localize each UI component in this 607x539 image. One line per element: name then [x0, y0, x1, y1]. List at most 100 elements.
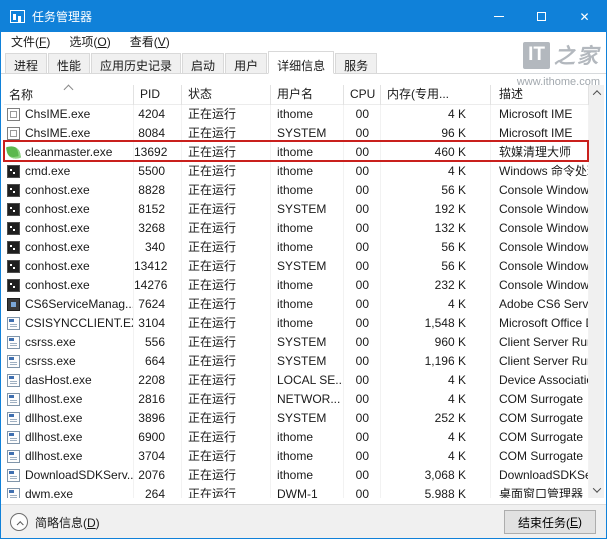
column-header-0[interactable]: 名称: [4, 85, 134, 105]
console-icon: [7, 279, 20, 292]
process-list: ChsIME.exe 4204 正在运行 ithome 00 4 K Micro…: [4, 105, 589, 498]
process-memory: 232 K: [381, 276, 491, 295]
ime-icon: [7, 127, 20, 140]
process-pid: 3704: [134, 447, 182, 466]
process-name: dwm.exe: [25, 487, 74, 498]
process-cpu: 00: [344, 143, 381, 162]
process-cpu: 00: [344, 200, 381, 219]
table-row[interactable]: cmd.exe 5500 正在运行 ithome 00 4 K Windows …: [4, 162, 589, 181]
tab-性能[interactable]: 性能: [48, 53, 91, 73]
process-user: SYSTEM: [271, 352, 344, 371]
maximize-icon: [537, 12, 546, 21]
process-status: 正在运行: [182, 238, 271, 257]
app-icon: [7, 374, 20, 387]
column-header-6[interactable]: 描述: [491, 85, 589, 105]
process-status: 正在运行: [182, 314, 271, 333]
table-row[interactable]: DownloadSDKServ... 2076 正在运行 ithome 00 3…: [4, 466, 589, 485]
process-memory: 4 K: [381, 428, 491, 447]
process-cpu: 00: [344, 352, 381, 371]
scroll-down-button[interactable]: [589, 482, 604, 498]
process-memory: 56 K: [381, 181, 491, 200]
process-pid: 556: [134, 333, 182, 352]
process-memory: 56 K: [381, 257, 491, 276]
table-row[interactable]: dwm.exe 264 正在运行 DWM-1 00 5,988 K 桌面窗口管理…: [4, 485, 589, 498]
tab-服务[interactable]: 服务: [335, 53, 378, 73]
table-row[interactable]: ChsIME.exe 4204 正在运行 ithome 00 4 K Micro…: [4, 105, 589, 124]
menu-item-v[interactable]: 查看(V): [129, 35, 170, 49]
vertical-scrollbar[interactable]: [589, 85, 604, 498]
process-description: Console Window Host: [491, 200, 589, 219]
app-icon: [7, 317, 20, 330]
table-row[interactable]: conhost.exe 8828 正在运行 ithome 00 56 K Con…: [4, 181, 589, 200]
process-cpu: 00: [344, 276, 381, 295]
console-icon: [7, 222, 20, 235]
table-row[interactable]: csrss.exe 664 正在运行 SYSTEM 00 1,196 K Cli…: [4, 352, 589, 371]
table-row[interactable]: dllhost.exe 6900 正在运行 ithome 00 4 K COM …: [4, 428, 589, 447]
menu-bar: 文件(F) 选项(O) 查看(V): [1, 32, 606, 51]
tab-启动[interactable]: 启动: [182, 53, 225, 73]
tab-详细信息[interactable]: 详细信息: [268, 51, 335, 74]
process-cpu: 00: [344, 485, 381, 498]
process-cpu: 00: [344, 409, 381, 428]
process-cpu: 00: [344, 257, 381, 276]
process-pid: 6900: [134, 428, 182, 447]
process-cpu: 00: [344, 466, 381, 485]
process-user: SYSTEM: [271, 409, 344, 428]
table-row[interactable]: conhost.exe 8152 正在运行 SYSTEM 00 192 K Co…: [4, 200, 589, 219]
process-name: csrss.exe: [25, 354, 76, 368]
close-icon: ✕: [579, 9, 590, 24]
table-row[interactable]: dllhost.exe 3704 正在运行 ithome 00 4 K COM …: [4, 447, 589, 466]
end-task-button[interactable]: 结束任务(E): [504, 510, 596, 534]
tab-用户[interactable]: 用户: [225, 53, 268, 73]
column-header-1[interactable]: PID: [134, 85, 182, 105]
menu-item-o[interactable]: 选项(O): [69, 35, 111, 49]
table-row[interactable]: conhost.exe 14276 正在运行 ithome 00 232 K C…: [4, 276, 589, 295]
minimize-button[interactable]: [477, 1, 520, 32]
menu-item-f[interactable]: 文件(F): [11, 35, 51, 49]
process-memory: 96 K: [381, 124, 491, 143]
scroll-up-button[interactable]: [589, 85, 604, 101]
process-pid: 5500: [134, 162, 182, 181]
process-user: ithome: [271, 314, 344, 333]
console-icon: [7, 203, 20, 216]
process-name: CSISYNCCLIENT.EXE: [25, 316, 133, 330]
table-row[interactable]: ChsIME.exe 8084 正在运行 SYSTEM 00 96 K Micr…: [4, 124, 589, 143]
process-description: COM Surrogate: [491, 409, 589, 428]
maximize-button[interactable]: [520, 1, 563, 32]
tab-进程[interactable]: 进程: [5, 53, 48, 73]
table-row[interactable]: conhost.exe 340 正在运行 ithome 00 56 K Cons…: [4, 238, 589, 257]
table-row[interactable]: dllhost.exe 2816 正在运行 NETWOR... 00 4 K C…: [4, 390, 589, 409]
task-manager-icon: [10, 10, 25, 23]
process-status: 正在运行: [182, 181, 271, 200]
process-status: 正在运行: [182, 447, 271, 466]
table-row[interactable]: CSISYNCCLIENT.EXE 3104 正在运行 ithome 00 1,…: [4, 314, 589, 333]
table-row[interactable]: conhost.exe 3268 正在运行 ithome 00 132 K Co…: [4, 219, 589, 238]
process-memory: 3,068 K: [381, 466, 491, 485]
table-row[interactable]: csrss.exe 556 正在运行 SYSTEM 00 960 K Clien…: [4, 333, 589, 352]
column-header-5[interactable]: 内存(专用...: [381, 85, 491, 105]
table-row[interactable]: dasHost.exe 2208 正在运行 LOCAL SE... 00 4 K…: [4, 371, 589, 390]
process-name: dllhost.exe: [25, 392, 83, 406]
fewer-details-toggle[interactable]: 简略信息(D): [10, 513, 100, 531]
column-header-4[interactable]: CPU: [344, 85, 381, 105]
close-button[interactable]: ✕: [563, 1, 606, 32]
process-name: ChsIME.exe: [25, 126, 91, 140]
table-row[interactable]: cleanmaster.exe 13692 正在运行 ithome 00 460…: [4, 143, 589, 162]
column-header-3[interactable]: 用户名: [271, 85, 344, 105]
column-header-2[interactable]: 状态: [182, 85, 271, 105]
process-name: conhost.exe: [25, 278, 90, 292]
process-status: 正在运行: [182, 200, 271, 219]
process-memory: 4 K: [381, 447, 491, 466]
table-row[interactable]: CS6ServiceManag... 7624 正在运行 ithome 00 4…: [4, 295, 589, 314]
app-icon: [7, 469, 20, 482]
process-description: Console Window Host: [491, 181, 589, 200]
app-icon: [7, 450, 20, 463]
app-icon: [7, 336, 20, 349]
tab-应用历史记录[interactable]: 应用历史记录: [91, 53, 182, 73]
process-memory: 4 K: [381, 295, 491, 314]
table-row[interactable]: conhost.exe 13412 正在运行 SYSTEM 00 56 K Co…: [4, 257, 589, 276]
process-description: COM Surrogate: [491, 390, 589, 409]
process-status: 正在运行: [182, 143, 271, 162]
table-row[interactable]: dllhost.exe 3896 正在运行 SYSTEM 00 252 K CO…: [4, 409, 589, 428]
process-user: ithome: [271, 162, 344, 181]
